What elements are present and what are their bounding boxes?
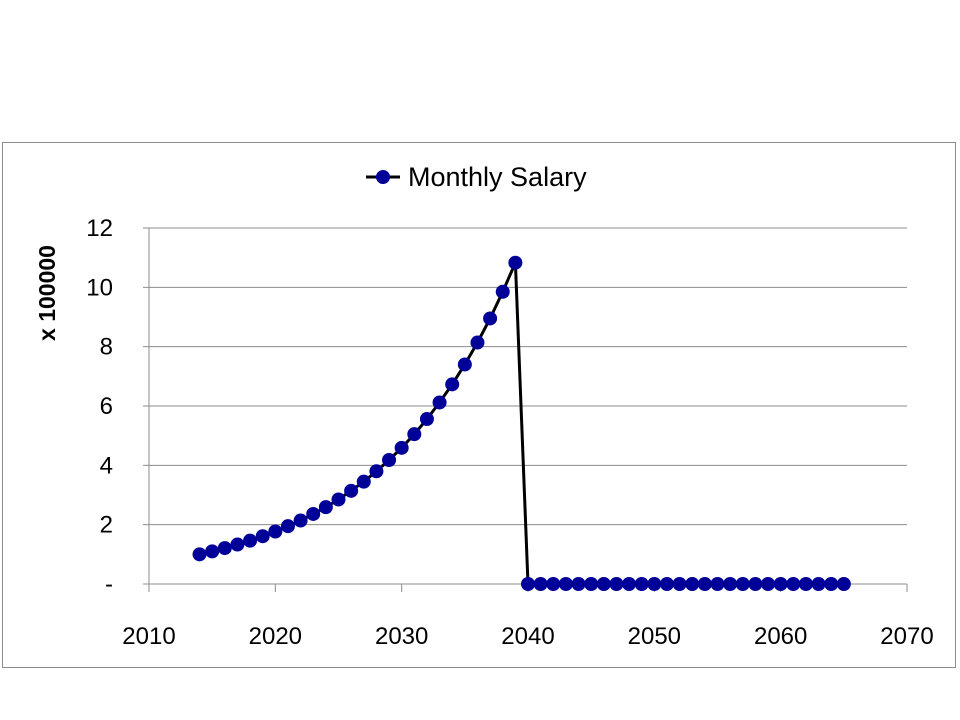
legend-label: Monthly Salary: [408, 162, 587, 192]
series-monthly-salary: [192, 255, 851, 591]
data-point: [268, 524, 283, 539]
x-tick-label: 2010: [122, 623, 175, 650]
data-point: [280, 519, 295, 534]
x-tick-label: 2050: [628, 623, 681, 650]
data-point: [558, 577, 573, 591]
data-point: [824, 577, 839, 591]
data-point: [672, 577, 687, 591]
data-point: [508, 255, 523, 270]
data-point: [786, 577, 801, 591]
data-point: [217, 541, 232, 556]
data-point: [546, 577, 561, 591]
data-point: [533, 577, 548, 591]
data-point: [609, 577, 624, 591]
data-point: [521, 577, 535, 591]
data-point: [647, 577, 662, 591]
legend-marker-swatch: [376, 170, 390, 184]
data-point: [685, 577, 700, 591]
x-tick-label: 2070: [880, 623, 933, 650]
data-point: [811, 577, 826, 591]
legend: Monthly Salary: [366, 162, 587, 192]
data-point: [659, 577, 674, 591]
data-point: [192, 547, 207, 562]
data-point: [230, 537, 245, 552]
data-point: [622, 577, 637, 591]
series-line: [199, 262, 844, 586]
data-point: [432, 395, 447, 410]
data-point: [419, 412, 434, 427]
data-point: [584, 577, 599, 591]
y-tick-label: -: [105, 571, 113, 598]
data-point: [318, 500, 333, 515]
y-tick-label: 6: [100, 393, 113, 420]
gridlines: [149, 227, 907, 526]
data-point: [369, 464, 384, 479]
x-tick-label: 2040: [501, 623, 554, 650]
data-point: [596, 577, 611, 591]
data-point: [836, 577, 851, 591]
data-point: [697, 577, 712, 591]
data-point: [394, 440, 409, 455]
y-tick-label: 10: [86, 274, 113, 301]
data-point: [773, 577, 788, 591]
y-tick-label: 2: [100, 512, 113, 539]
data-point: [571, 577, 586, 591]
data-point: [457, 357, 472, 372]
y-axis-title: x 100000: [34, 245, 60, 341]
y-tick-label: 12: [86, 215, 113, 242]
data-point: [748, 577, 763, 591]
data-point: [255, 529, 270, 544]
data-point: [761, 577, 776, 591]
y-tick-label: 4: [100, 452, 113, 479]
x-tick-label: 2020: [249, 623, 302, 650]
data-point: [735, 577, 750, 591]
data-point: [445, 377, 460, 392]
data-point: [495, 284, 510, 299]
x-tick-label: 2030: [375, 623, 428, 650]
data-point: [205, 544, 220, 559]
y-tick-label: 8: [100, 334, 113, 361]
data-point: [634, 577, 649, 591]
data-point: [331, 492, 346, 507]
data-point: [483, 311, 498, 326]
data-point: [382, 452, 397, 467]
data-point: [407, 427, 422, 442]
data-point: [344, 483, 359, 498]
data-point: [470, 335, 485, 350]
axes: - 2 4 6 8 10 12 2010 2020 2030 2040 2050 2060 2070: [86, 215, 933, 650]
data-point: [243, 533, 258, 548]
data-point: [293, 513, 308, 528]
data-point: [723, 577, 738, 591]
x-tick-label: 2060: [754, 623, 807, 650]
data-point: [306, 506, 321, 521]
data-point: [356, 474, 371, 489]
data-point: [710, 577, 725, 591]
data-point: [798, 577, 813, 591]
